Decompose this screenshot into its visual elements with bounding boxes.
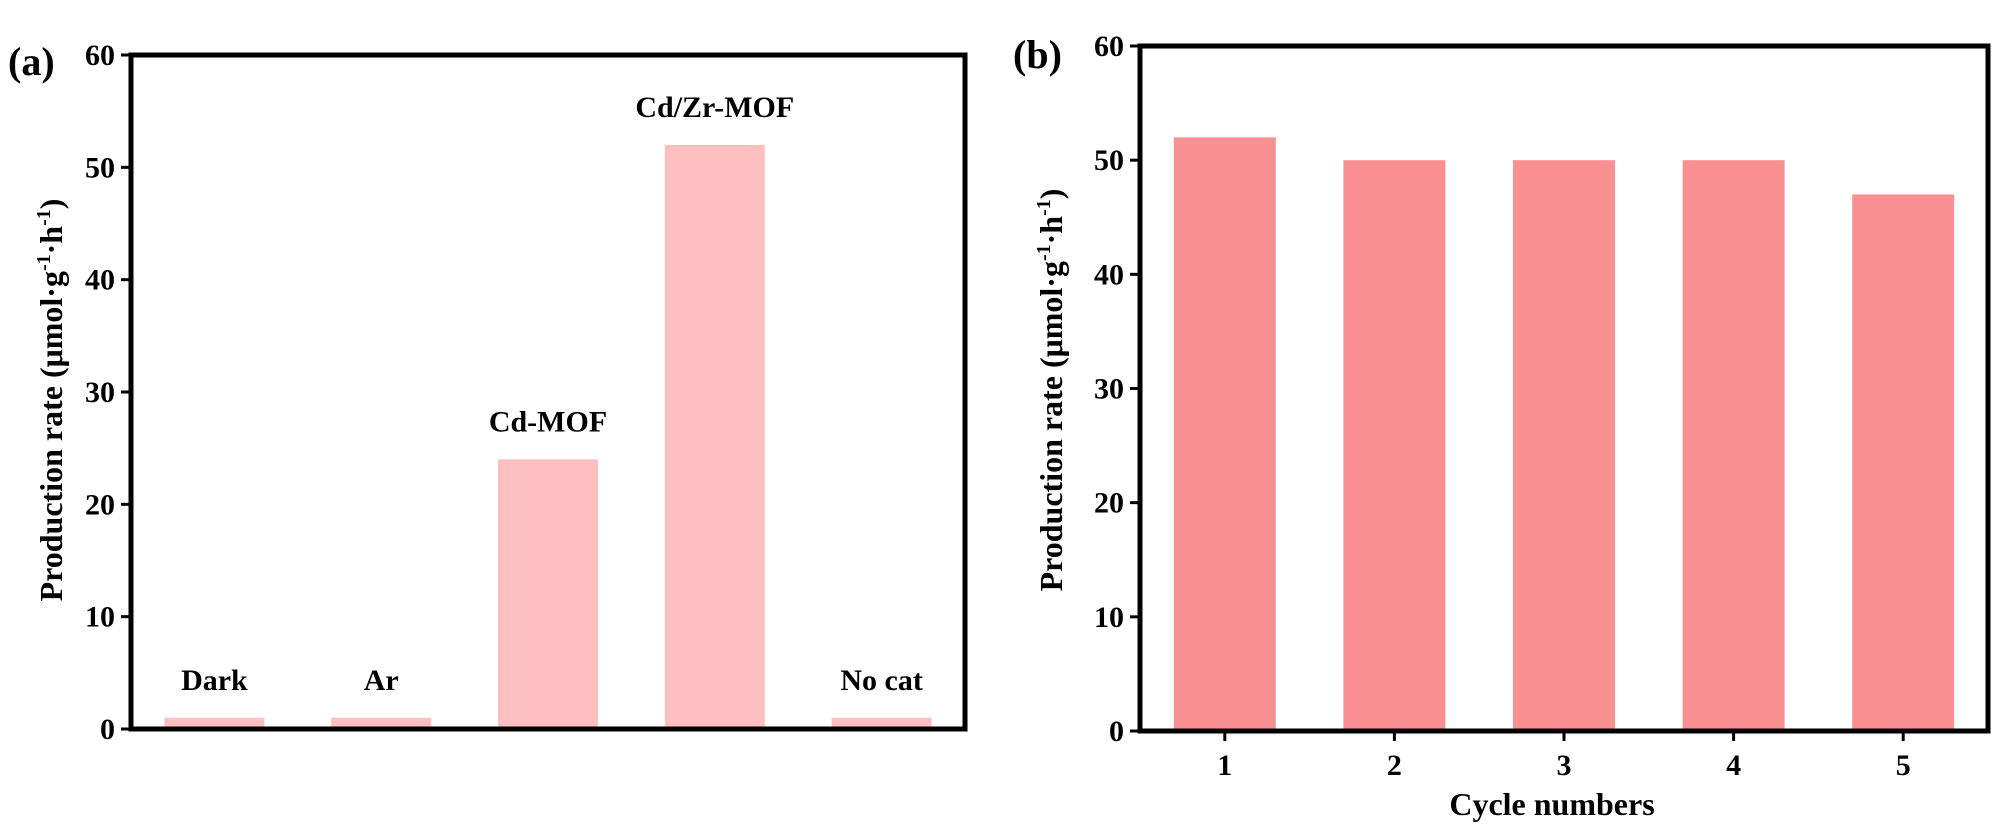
panel-b-y-tick-label: 0 <box>1109 715 1124 748</box>
panel-b-bar-5 <box>1852 194 1955 731</box>
panel-b-label: (b) <box>1013 32 1062 77</box>
panel-b-bar-4 <box>1682 160 1785 731</box>
panel-a-bar-5 <box>831 717 932 729</box>
panel-b-y-tick-label: 10 <box>1094 601 1124 634</box>
panel-a-y-tick-label: 50 <box>85 151 115 184</box>
panel-a-bar-label: Cd/Zr-MOF <box>635 91 794 124</box>
panel-b-x-tick-label: 3 <box>1557 749 1572 782</box>
panel-b-bar-2 <box>1343 160 1446 731</box>
panel-b-x-tick-label: 5 <box>1896 749 1911 782</box>
panel-a-y-tick-label: 0 <box>100 713 115 746</box>
panel-a-y-axis-title: Production rate (μmol·g-1·h-1) <box>33 199 69 602</box>
chart-panel-b: (b) Production rate (μmol·g-1·h-1) Cycle… <box>1013 30 1991 822</box>
panel-a-bar-4 <box>664 144 765 729</box>
panel-a-y-tick-label: 40 <box>85 264 115 297</box>
panel-b-y-tick-label: 30 <box>1094 373 1124 406</box>
panel-a-bar-3 <box>498 459 598 729</box>
panel-b-y-tick-label: 40 <box>1094 258 1124 291</box>
chart-panel-a: (a) Production rate (μmol·g-1·h-1) Dark A… <box>8 39 968 746</box>
panel-a-y-tick-label: 20 <box>85 488 115 521</box>
panel-a-y-tick-label: 60 <box>85 39 115 72</box>
panel-a-y-tick-label: 30 <box>85 376 115 409</box>
panel-b-x-axis-title: Cycle numbers <box>1449 786 1654 822</box>
panel-b-x-tick-label: 1 <box>1217 749 1232 782</box>
panel-b-x-tick-label: 2 <box>1387 749 1402 782</box>
panel-a-bar-2 <box>331 717 432 729</box>
panel-a-label: (a) <box>8 39 55 84</box>
panel-a-y-tick-label: 10 <box>85 601 115 634</box>
panel-a-bar-label: No cat <box>840 664 922 697</box>
panel-a-bar-1 <box>164 717 265 729</box>
panel-a-bar-label: Cd-MOF <box>489 405 607 438</box>
panel-b-y-tick-label: 20 <box>1094 487 1124 520</box>
panel-b-y-axis-title: Production rate (μmol·g-1·h-1) <box>1033 189 1069 592</box>
panel-b-x-tick-label: 4 <box>1726 749 1741 782</box>
panel-a-bar-label: Ar <box>364 664 399 697</box>
panel-a-bar-label: Dark <box>181 664 248 697</box>
panel-b-plot-frame <box>1137 43 1991 734</box>
panel-a-plot-frame <box>128 52 968 732</box>
panel-b-y-tick-label: 50 <box>1094 144 1124 177</box>
panel-b-bar-1 <box>1173 137 1276 732</box>
panel-b-bar-3 <box>1513 160 1615 731</box>
panel-b-y-tick-label: 60 <box>1094 30 1124 63</box>
